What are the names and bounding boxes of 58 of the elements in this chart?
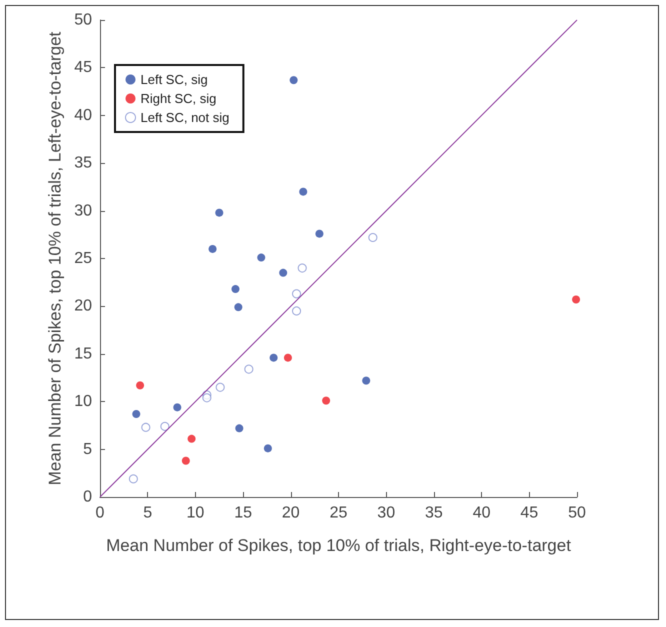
- y-tick-label: 45: [74, 59, 92, 76]
- point: [160, 422, 170, 431]
- x-tick-label: 10: [186, 504, 204, 522]
- y-tick-label: 40: [74, 106, 92, 124]
- point: [216, 382, 225, 392]
- point: [284, 354, 292, 362]
- x-tick-label: 30: [377, 504, 396, 522]
- point: [202, 393, 212, 402]
- point: [368, 233, 378, 242]
- legend-label: Left SC, not sig: [140, 110, 230, 125]
- x-tick-label: 45: [520, 504, 538, 522]
- legend-label: Right SC, sig: [140, 91, 216, 106]
- point: [231, 285, 240, 294]
- y-axis-title: Mean Number of Spikes, top 10% of trials, Left-eye-to-target: [45, 31, 64, 486]
- point: [208, 244, 217, 253]
- point: [572, 296, 580, 304]
- legend-label: Left SC, sig: [140, 72, 208, 87]
- point: [136, 381, 144, 390]
- y-tick-label: 30: [74, 202, 92, 220]
- y-tick-label: 15: [74, 345, 92, 362]
- point: [132, 410, 140, 418]
- x-tick-label: 0: [96, 504, 105, 522]
- y-tick-label: 10: [74, 393, 92, 410]
- point: [299, 188, 308, 196]
- point: [298, 264, 307, 273]
- point: [235, 424, 244, 432]
- x-axis-title: Mean Number of Spikes, top 10% of trials, Right-eye-to-target: [106, 536, 572, 555]
- y-tick-label: 25: [74, 250, 92, 267]
- point: [244, 364, 254, 374]
- point: [315, 230, 324, 238]
- point: [290, 76, 298, 84]
- y-tick-label: 20: [74, 298, 92, 315]
- point: [257, 254, 266, 262]
- point: [173, 403, 182, 412]
- x-tick-label: 20: [282, 504, 300, 522]
- point: [215, 208, 224, 217]
- y-tick-label: 0: [83, 488, 92, 506]
- x-tick-label: 25: [330, 504, 348, 522]
- y-tick-label: 50: [74, 12, 92, 28]
- x-tick-label: 15: [234, 504, 252, 522]
- x-tick-label: 50: [568, 504, 586, 522]
- x-tick-label: 5: [143, 504, 152, 522]
- point: [279, 268, 288, 277]
- y-tick-label: 5: [83, 440, 92, 458]
- point: [322, 396, 330, 405]
- point: [292, 289, 302, 298]
- point: [128, 474, 138, 484]
- x-tick-label: 40: [472, 504, 491, 522]
- point: [292, 306, 302, 316]
- point: [182, 456, 190, 465]
- point: [188, 434, 196, 443]
- point: [362, 376, 370, 385]
- point: [264, 444, 272, 452]
- point: [270, 354, 278, 362]
- point: [234, 303, 242, 312]
- x-tick-label: 35: [425, 504, 443, 522]
- point: [141, 422, 150, 432]
- y-tick-label: 35: [74, 154, 92, 172]
